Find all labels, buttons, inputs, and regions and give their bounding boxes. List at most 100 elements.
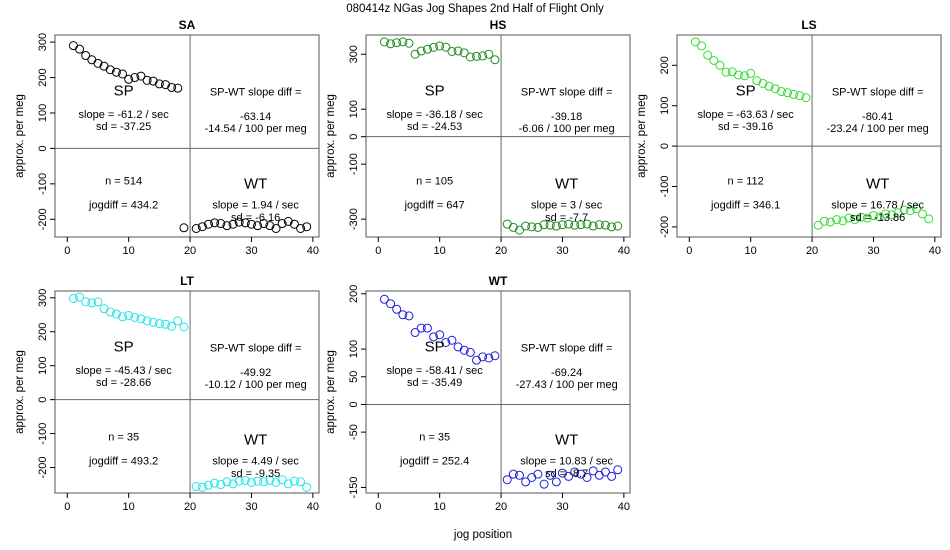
data-point — [490, 351, 500, 361]
x-tick-label: 30 — [245, 501, 257, 513]
sp-sd-annotation: sd = -39.16 — [718, 121, 773, 133]
data-point — [570, 467, 580, 477]
data-point — [277, 475, 287, 485]
data-point — [918, 209, 928, 219]
data-point — [210, 478, 220, 488]
data-point — [514, 225, 524, 235]
n-annotation: n = 35 — [108, 431, 139, 443]
data-point — [429, 332, 439, 342]
data-point — [302, 222, 312, 232]
data-point — [613, 221, 623, 231]
data-point — [465, 52, 475, 62]
sp-sd-annotation: sd = -35.49 — [407, 377, 462, 389]
x-tick-label: 20 — [495, 245, 507, 257]
data-point — [410, 328, 420, 338]
y-tick-label: -100 — [37, 173, 49, 195]
data-point — [533, 222, 543, 232]
panel-lt: LT 0 10 20 30 40 -200 -100 0 100 200 300 approx. per… — [14, 274, 320, 513]
data-point — [521, 477, 531, 487]
data-point — [398, 37, 408, 47]
x-tick-label: 40 — [618, 501, 630, 513]
slope-diff-per-meg: -23.24 / 100 per meg — [827, 123, 929, 135]
data-point — [253, 221, 263, 231]
data-point — [410, 49, 420, 59]
x-tick-label: 40 — [618, 245, 630, 257]
data-point — [81, 297, 91, 307]
y-tick-label: -300 — [348, 208, 360, 230]
data-point — [111, 309, 121, 319]
x-tick-label: 10 — [434, 501, 446, 513]
data-point — [379, 294, 389, 304]
data-point — [453, 46, 463, 56]
y-axis-label: approx. per meg — [325, 94, 337, 178]
slope-diff-title: SP-WT slope diff = — [210, 87, 302, 99]
data-point — [783, 88, 793, 98]
data-point — [289, 476, 299, 486]
data-point — [887, 210, 897, 220]
data-point — [422, 323, 432, 333]
slope-diff-title: SP-WT slope diff = — [521, 343, 613, 355]
data-point — [93, 297, 103, 307]
y-tick-label: -100 — [348, 153, 360, 175]
data-point — [881, 209, 891, 219]
data-point — [379, 37, 389, 47]
y-tick-label: 300 — [37, 289, 49, 307]
slope-diff-per-meg: -14.54 / 100 per meg — [205, 123, 307, 135]
y-tick-label: 100 — [348, 340, 360, 358]
data-point — [727, 67, 737, 77]
jogdiff-annotation: jogdiff = 252.4 — [399, 456, 469, 468]
n-annotation: n = 105 — [416, 175, 453, 187]
x-tick-label: 0 — [375, 501, 381, 513]
data-point — [222, 477, 232, 487]
x-tick-label: 10 — [745, 245, 757, 257]
y-tick-label: 200 — [37, 68, 49, 86]
data-point — [173, 83, 183, 93]
data-point — [502, 219, 512, 229]
data-point — [271, 477, 281, 487]
sp-sd-annotation: sd = -28.66 — [96, 377, 151, 389]
data-point — [111, 67, 121, 77]
data-point — [87, 55, 97, 65]
panel-sa: SA 0 10 20 30 40 -200 -100 0 100 200 300 approx. per… — [14, 18, 320, 257]
data-point — [179, 223, 189, 233]
data-point — [484, 49, 494, 59]
wt-label: WT — [555, 432, 578, 449]
plot-frame — [365, 34, 631, 238]
data-point — [302, 482, 312, 492]
data-point — [527, 473, 537, 483]
data-point — [764, 81, 774, 91]
data-point — [502, 475, 512, 485]
data-point — [825, 217, 835, 227]
y-tick-label: 0 — [659, 143, 671, 149]
panel-title: LS — [801, 18, 816, 32]
x-tick-label: 0 — [64, 501, 70, 513]
data-point — [148, 76, 158, 86]
y-tick-label: -200 — [37, 208, 49, 230]
data-point — [222, 221, 232, 231]
data-point — [203, 219, 213, 229]
slope-diff-value: -69.24 — [551, 367, 582, 379]
data-point — [240, 475, 250, 485]
data-point — [296, 477, 306, 487]
y-tick-label: 0 — [37, 145, 49, 151]
sp-label: SP — [114, 339, 134, 356]
data-point — [404, 311, 414, 321]
data-point — [429, 42, 439, 52]
n-annotation: n = 112 — [728, 175, 764, 187]
data-point — [893, 208, 903, 218]
slope-diff-value: -49.92 — [240, 367, 271, 379]
x-tick-label: 40 — [307, 245, 319, 257]
data-point — [447, 46, 457, 56]
data-point — [435, 41, 445, 51]
wt-slope-annotation: slope = 1.94 / sec — [212, 200, 299, 212]
plot-frame — [676, 34, 942, 238]
data-point — [838, 216, 848, 226]
sp-sd-annotation: sd = -24.53 — [407, 121, 462, 133]
wt-label: WT — [244, 176, 267, 193]
data-point — [447, 335, 457, 345]
data-point — [539, 479, 549, 489]
wt-label: WT — [555, 176, 578, 193]
sp-label: SP — [114, 83, 134, 100]
y-tick-label: 100 — [37, 104, 49, 122]
data-point — [228, 219, 238, 229]
